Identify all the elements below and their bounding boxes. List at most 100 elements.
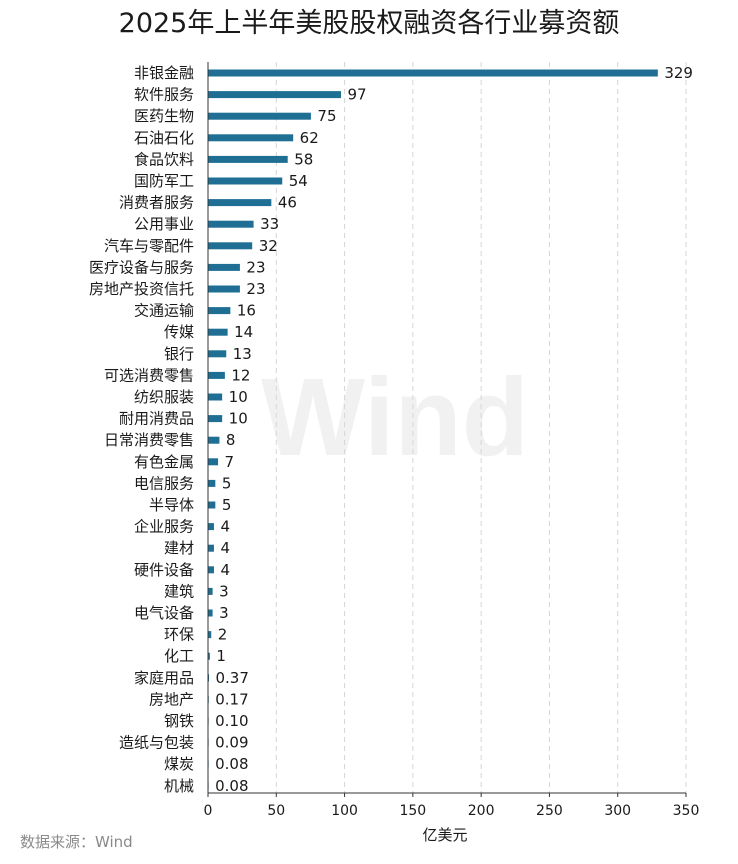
category-label: 医药生物 [134,107,194,125]
watermark: Wind [261,356,529,479]
value-label: 1 [216,647,226,665]
value-label: 54 [289,172,308,190]
value-label: 32 [259,237,278,255]
category-label: 食品饮料 [134,150,194,168]
bar [208,134,294,142]
x-axis-title: 亿美元 [422,826,467,844]
value-label: 75 [317,107,336,125]
category-label: 银行 [164,345,194,363]
category-label: 煤炭 [164,755,194,773]
bar [208,371,225,379]
bar [208,155,288,163]
bar [208,458,219,466]
value-label: 0.37 [216,669,249,687]
category-label: 石油石化 [134,129,194,147]
value-label: 23 [246,280,265,298]
category-label: 纺织服装 [134,388,194,406]
bar [208,501,216,509]
bar [208,263,240,271]
value-label: 0.08 [215,777,248,795]
bar [208,112,311,120]
category-label: 建材 [164,539,194,557]
x-tick-label: 200 [468,803,495,819]
category-label: 有色金属 [134,453,194,471]
value-label: 62 [300,129,319,147]
category-label: 化工 [164,647,194,665]
x-tick-label: 350 [673,803,700,819]
category-label: 环保 [164,626,194,644]
bar [208,674,210,682]
category-labels: 非银金融软件服务医药生物石油石化食品饮料国防军工消费者服务公用事业汽车与零配件医… [89,64,194,795]
category-label: 建筑 [164,582,194,600]
bars [208,69,658,790]
value-label: 14 [234,323,253,341]
category-label: 软件服务 [134,86,194,104]
category-label: 钢铁 [164,712,194,730]
category-label: 可选消费零售 [104,366,194,384]
category-label: 传媒 [164,323,194,341]
value-label: 3 [219,604,229,622]
x-tick-label: 0 [204,803,213,819]
value-label: 4 [220,539,230,557]
category-label: 公用事业 [134,215,194,233]
bar [208,393,223,401]
value-label: 16 [237,302,256,320]
value-label: 33 [260,215,279,233]
bar [208,69,658,77]
value-label: 5 [222,496,232,514]
x-tick-label: 50 [267,803,285,819]
x-tick-label: 300 [604,803,631,819]
bar [208,631,212,639]
value-label: 329 [664,64,693,82]
value-label: 58 [294,150,313,168]
bar [208,609,213,617]
category-label: 交通运输 [134,302,194,320]
bar [208,544,214,552]
bar [208,350,227,358]
chart-title: 2025年上半年美股股权融资各行业募资额 [119,8,620,39]
category-label: 非银金融 [134,64,194,82]
bar [208,285,240,293]
value-label: 4 [220,518,230,536]
category-label: 电气设备 [134,604,194,622]
value-label: 7 [225,453,235,471]
bar [208,566,214,574]
x-tick-label: 250 [536,803,563,819]
category-label: 半导体 [149,496,194,514]
category-label: 造纸与包装 [119,734,194,752]
bar [208,199,272,207]
bar [208,479,216,487]
value-label: 13 [233,345,252,363]
bar [208,415,223,423]
category-label: 家庭用品 [134,669,194,687]
bar [208,242,253,250]
value-label: 12 [231,366,250,384]
value-label: 2 [218,626,228,644]
bar [208,436,220,444]
bar [208,523,214,531]
category-label: 房地产投资信托 [89,280,194,298]
bar [208,220,254,228]
bar [208,177,283,185]
category-label: 房地产 [149,690,194,708]
category-label: 国防军工 [134,172,194,190]
value-label: 0.08 [215,755,248,773]
value-label: 10 [229,388,248,406]
bar [208,328,228,336]
category-label: 耐用消费品 [119,410,194,428]
value-label: 46 [278,194,297,212]
category-label: 消费者服务 [119,194,194,212]
value-label: 23 [246,258,265,276]
value-label: 5 [222,474,232,492]
bar [208,91,341,99]
value-label: 10 [229,410,248,428]
bar [208,652,210,660]
x-tick-label: 150 [399,803,426,819]
value-label: 0.17 [215,690,248,708]
category-label: 企业服务 [134,518,194,536]
value-label: 0.10 [215,712,248,730]
bar [208,307,231,315]
category-label: 电信服务 [134,474,194,492]
category-label: 汽车与零配件 [104,237,194,255]
